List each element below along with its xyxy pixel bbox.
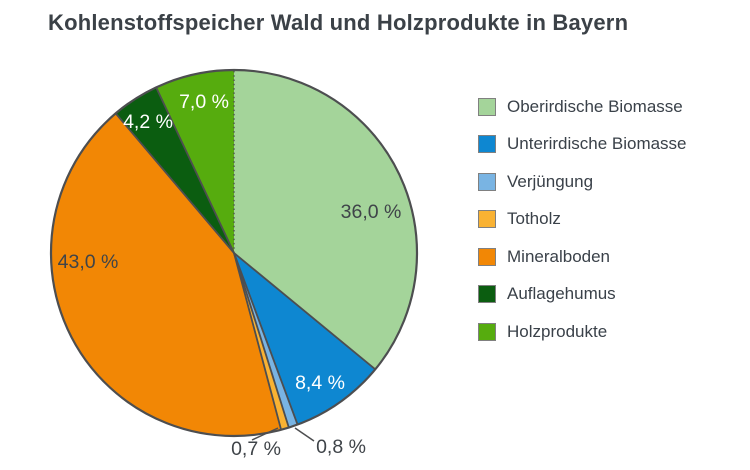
legend-item-holzprodukte: Holzprodukte bbox=[478, 313, 687, 351]
legend-label-unterirdische-biomasse: Unterirdische Biomasse bbox=[507, 134, 687, 154]
slice-label-holzprodukte: 7,0 % bbox=[179, 91, 229, 113]
legend: Oberirdische Biomasse Unterirdische Bioma… bbox=[478, 88, 687, 351]
slice-label-unterirdische-biomasse: 8,4 % bbox=[295, 372, 345, 394]
pie-slice-divider bbox=[115, 112, 235, 254]
legend-swatch-mineralboden bbox=[478, 247, 496, 266]
legend-label-totholz: Totholz bbox=[507, 209, 561, 229]
legend-swatch-totholz bbox=[478, 210, 496, 229]
legend-item-unterirdische-biomasse: Unterirdische Biomasse bbox=[478, 126, 687, 164]
pie-slice-divider bbox=[233, 252, 282, 431]
legend-item-totholz: Totholz bbox=[478, 201, 687, 239]
pie-slice-divider bbox=[233, 252, 299, 425]
slice-label-oberirdische-biomasse: 36,0 % bbox=[341, 201, 402, 223]
legend-item-oberirdische-biomasse: Oberirdische Biomasse bbox=[478, 88, 687, 126]
legend-item-mineralboden: Mineralboden bbox=[478, 238, 687, 276]
pie-slice-auflagehumus bbox=[115, 87, 234, 253]
legend-label-oberirdische-biomasse: Oberirdische Biomasse bbox=[507, 96, 683, 116]
legend-label-holzprodukte: Holzprodukte bbox=[507, 321, 608, 341]
pie-slice-divider bbox=[155, 86, 235, 254]
pie-slice-divider bbox=[233, 252, 290, 428]
pie-slice-divider bbox=[233, 252, 376, 371]
leader-line-verjungung bbox=[294, 427, 315, 442]
legend-label-mineralboden: Mineralboden bbox=[507, 246, 611, 266]
legend-swatch-oberirdische-biomasse bbox=[478, 97, 496, 116]
legend-swatch-unterirdische-biomasse bbox=[478, 135, 496, 154]
pie-outline bbox=[49, 68, 419, 438]
slice-label-mineralboden: 43,0 % bbox=[58, 251, 119, 273]
pie-slice-oberirdische-biomasse bbox=[234, 70, 418, 370]
legend-label-verjungung: Verjüngung bbox=[507, 171, 594, 191]
pie-slice-unterirdische-biomasse bbox=[234, 253, 376, 425]
legend-swatch-auflagehumus bbox=[478, 285, 496, 304]
legend-swatch-holzprodukte bbox=[478, 322, 496, 341]
leader-line-totholz bbox=[251, 427, 279, 441]
slice-label-auflagehumus: 4,2 % bbox=[123, 111, 173, 133]
pie-slice-holzprodukte bbox=[156, 70, 234, 253]
legend-item-auflagehumus: Auflagehumus bbox=[478, 276, 687, 314]
pie-slice-mineralboden bbox=[50, 113, 282, 437]
chart-title: Kohlenstoffspeicher Wald und Holzprodukt… bbox=[48, 10, 629, 35]
slice-label-verjungung: 0,8 % bbox=[316, 436, 366, 458]
legend-item-verjungung: Verjüngung bbox=[478, 163, 687, 201]
legend-label-auflagehumus: Auflagehumus bbox=[507, 284, 616, 304]
slice-label-totholz: 0,7 % bbox=[231, 438, 281, 460]
legend-swatch-verjungung bbox=[478, 172, 496, 191]
